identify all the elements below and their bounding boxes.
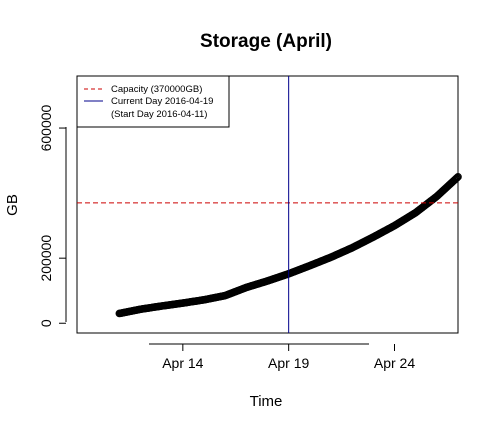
chart-title: Storage (April): [200, 31, 332, 52]
plot-area-frame: [76, 75, 459, 334]
y-axis-label: GB: [4, 194, 21, 216]
data-point: [454, 173, 462, 181]
y-axis: 0 200000 600000: [38, 104, 67, 327]
legend: Capacity (370000GB) Current Day 2016-04-…: [76, 75, 230, 128]
legend-current-day-label: Current Day 2016-04-19: [111, 96, 213, 107]
legend-start-day-label: (Start Day 2016-04-11): [111, 109, 207, 120]
legend-capacity-label: Capacity (370000GB): [111, 84, 202, 95]
x-axis: Apr 14 Apr 19 Apr 24: [149, 343, 415, 371]
data-point: [452, 174, 461, 183]
x-tick-label: Apr 14: [162, 355, 203, 371]
y-tick-label: 0: [38, 319, 54, 327]
data-point: [453, 173, 461, 182]
y-tick-label: 200000: [38, 235, 54, 282]
x-tick-label: Apr 19: [268, 355, 309, 371]
data-points: [115, 173, 462, 318]
x-axis-label: Time: [250, 393, 283, 410]
x-tick-label: Apr 24: [374, 355, 415, 371]
y-tick-label: 600000: [38, 104, 54, 151]
